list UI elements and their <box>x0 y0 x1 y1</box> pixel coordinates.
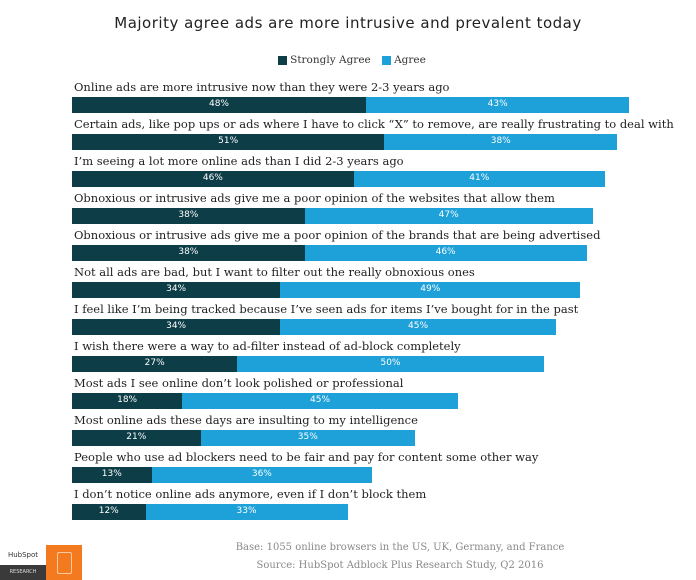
bar-agree: 35% <box>200 430 415 446</box>
bar-agree: 45% <box>182 393 458 409</box>
category-label: Obnoxious or intrusive ads give me a poo… <box>74 191 555 205</box>
research-label: RESEARCH <box>0 565 46 580</box>
bar-strongly-agree: 38% <box>72 245 305 261</box>
category-label: Most ads I see online don’t look polishe… <box>74 376 404 390</box>
bar-agree: 41% <box>353 171 605 187</box>
footer-base: Base: 1055 online browsers in the US, UK… <box>235 542 565 553</box>
data-label: 45% <box>310 395 331 405</box>
clipboard-icon <box>46 545 82 580</box>
category-label: Most online ads these days are insulting… <box>74 413 418 427</box>
data-label: 35% <box>297 432 318 442</box>
legend-label-agree: Agree <box>394 54 426 66</box>
legend-swatch-strongly-agree <box>278 55 288 65</box>
bar-strongly-agree: 34% <box>72 282 281 298</box>
data-label: 12% <box>98 506 119 516</box>
bar-agree: 50% <box>237 356 544 372</box>
data-label: 18% <box>117 395 138 405</box>
bar-agree: 36% <box>151 467 373 483</box>
data-label: 38% <box>490 136 511 146</box>
data-label: 13% <box>101 469 122 479</box>
legend-swatch-agree <box>382 55 392 65</box>
data-label: 45% <box>408 321 429 331</box>
category-label: I wish there were a way to ad-filter ins… <box>74 339 461 353</box>
category-label: Not all ads are bad, but I want to filte… <box>74 265 475 279</box>
category-label: People who use ad blockers need to be fa… <box>74 450 539 464</box>
hubspot-logo: HubSpot <box>0 545 46 565</box>
bar-strongly-agree: 27% <box>72 356 238 372</box>
data-label: 38% <box>178 247 199 257</box>
data-label: 46% <box>435 247 456 257</box>
data-label: 21% <box>126 432 147 442</box>
data-label: 50% <box>380 358 401 368</box>
data-label: 36% <box>251 469 272 479</box>
data-label: 43% <box>487 99 508 109</box>
data-label: 33% <box>236 506 257 516</box>
data-label: 48% <box>208 99 229 109</box>
data-label: 41% <box>469 173 490 183</box>
data-label: 49% <box>420 284 441 294</box>
bar-strongly-agree: 46% <box>72 171 354 187</box>
bar-strongly-agree: 38% <box>72 208 305 224</box>
category-label: I’m seeing a lot more online ads than I … <box>74 154 404 168</box>
bar-strongly-agree: 51% <box>72 134 385 150</box>
bar-agree: 38% <box>384 134 618 150</box>
bar-strongly-agree: 12% <box>72 504 146 520</box>
bar-agree: 43% <box>366 97 630 113</box>
bar-strongly-agree: 48% <box>72 97 366 113</box>
footer-source: Source: HubSpot Adblock Plus Research St… <box>256 560 544 571</box>
bar-strongly-agree: 34% <box>72 319 281 335</box>
data-label: 46% <box>202 173 223 183</box>
bar-agree: 49% <box>280 282 581 298</box>
category-label: I don’t notice online ads anymore, even … <box>74 487 427 501</box>
category-label: I feel like I’m being tracked because I’… <box>74 302 579 316</box>
bar-strongly-agree: 18% <box>72 393 183 409</box>
data-label: 47% <box>438 210 459 220</box>
bar-agree: 33% <box>145 504 348 520</box>
data-label: 51% <box>218 136 239 146</box>
bar-agree: 46% <box>304 245 587 261</box>
chart-title: Majority agree ads are more intrusive an… <box>114 14 582 32</box>
data-label: 34% <box>166 284 187 294</box>
data-label: 27% <box>144 358 165 368</box>
bar-strongly-agree: 13% <box>72 467 152 483</box>
legend-label-strongly-agree: Strongly Agree <box>290 54 371 66</box>
bar-agree: 45% <box>280 319 556 335</box>
data-label: 34% <box>166 321 187 331</box>
bar-agree: 47% <box>304 208 593 224</box>
category-label: Online ads are more intrusive now than t… <box>74 80 450 94</box>
category-label: Certain ads, like pop ups or ads where I… <box>74 117 674 131</box>
legend: Strongly Agree Agree <box>0 54 696 66</box>
category-label: Obnoxious or intrusive ads give me a poo… <box>74 228 601 242</box>
data-label: 38% <box>178 210 199 220</box>
bar-strongly-agree: 21% <box>72 430 201 446</box>
